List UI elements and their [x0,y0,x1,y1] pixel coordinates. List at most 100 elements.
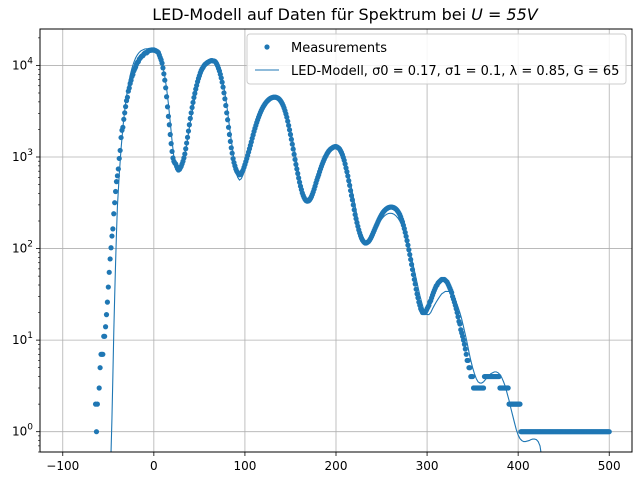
measurement-point [165,113,172,119]
x-tick-label: 100 [233,459,256,473]
measurement-point [291,151,297,157]
measurement-point [294,166,300,172]
measurement-point [470,373,476,380]
measurement-point [190,99,196,106]
measurement-point [408,261,415,268]
measurement-point [344,169,350,175]
measurement-point [455,314,461,320]
measurement-point [167,131,173,138]
measurement-point [106,269,112,275]
measurement-point [351,207,357,213]
measurement-point [112,188,119,195]
measurement-point [184,140,190,146]
measurement-point [465,357,471,364]
measurement-point [164,94,170,100]
measurement-point [402,229,408,236]
measurement-point [185,128,192,134]
measurement-point [404,238,410,244]
measurement-point [169,148,175,155]
chart-title-math: U = 55V [471,5,539,24]
measurement-point [159,60,165,66]
measurement-point [105,284,111,290]
measurement-point [102,333,108,339]
measurement-point [292,156,298,163]
measurement-point [168,141,174,147]
measurement-point [350,202,356,208]
x-tick-label: 200 [325,459,348,473]
measurement-point [410,271,417,278]
measurement-point [102,324,109,330]
x-tick-label: 300 [416,459,439,473]
measurement-point [163,85,169,91]
measurement-point [463,351,469,357]
measurement-point [123,104,129,110]
model-line-layer [110,48,542,452]
measurement-point [286,122,292,129]
measurement-point [229,150,235,156]
measurement-point [113,179,120,185]
measurement-point [296,179,303,185]
measurement-point [457,321,463,327]
measurement-point [284,114,290,120]
measurement-point [411,276,417,283]
measurement-point [103,312,110,318]
measurement-point [346,178,352,184]
measurement-point [293,161,299,168]
measurement-point [347,182,353,188]
measurement-point [184,134,191,140]
measurement-point [460,337,467,343]
measurement-point [109,233,115,239]
measurement-point [409,266,416,273]
measurement-point [188,110,194,116]
measurement-point [349,197,355,203]
measurement-point [108,245,114,251]
measurement-point [480,385,487,391]
measurement-point [296,175,302,181]
legend-box [246,33,627,85]
measurement-point [97,365,103,371]
measurement-point [285,118,291,124]
measurement-point [227,138,233,145]
x-tick-label: −100 [46,459,79,473]
measurement-point [345,173,351,179]
measurement-point [352,211,358,218]
measurement-point [342,161,348,167]
measurement-point [405,242,411,248]
measurement-point [414,291,420,297]
y-tick-label: 100 [12,423,33,439]
legend-marker-measurements [264,44,270,50]
measurement-point [517,401,523,407]
measurement-points-layer [92,47,612,435]
measurement-point [161,71,167,77]
measurement-point [226,131,233,138]
legend-label-measurements: Measurements [291,41,387,56]
measurement-point [496,373,502,380]
measurement-point [218,75,224,81]
measurement-point [347,187,354,194]
measurement-point [122,110,128,116]
measurement-point [160,65,166,71]
measurement-point [126,85,132,91]
measurement-point [187,115,193,121]
measurement-point [606,429,612,435]
measurement-point [183,146,189,152]
x-axis: −100 0 100 200 300 400 500 [46,452,621,473]
measurement-point [107,256,113,262]
measurement-point [118,134,124,141]
measurement-point [287,131,294,138]
measurement-point [289,141,295,147]
chart-title-text: LED-Modell auf Daten für Spektrum bei [152,5,471,24]
measurement-point [182,151,188,157]
measurement-point [230,156,236,162]
measurement-point [407,251,413,258]
y-axis: 100 101 102 103 104 [12,37,40,453]
measurement-point [288,136,294,142]
measurement-point [222,96,228,102]
measurement-point [192,90,198,96]
measurement-point [403,233,409,239]
measurement-point [164,104,171,110]
measurement-point [219,79,225,85]
measurement-point [220,84,226,90]
measurement-point [408,256,414,263]
measurement-point [461,341,468,347]
